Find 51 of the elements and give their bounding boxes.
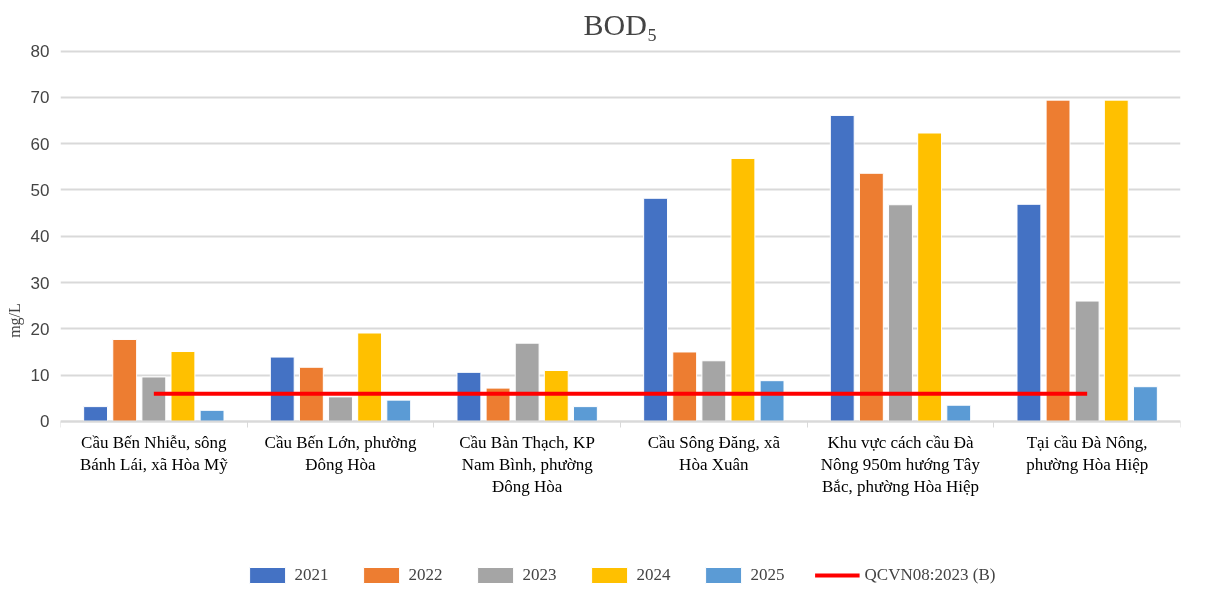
legend-label: QCVN08:2023 (B): [864, 565, 996, 585]
bar: [141, 376, 167, 422]
bar: [386, 399, 412, 422]
bar: [1016, 203, 1042, 422]
bar: [269, 356, 295, 422]
x-tick-label: Cầu Bến Lớn, phường Đông Hòa: [264, 433, 417, 475]
bar: [888, 204, 913, 422]
bar: [83, 406, 109, 422]
y-tick-label: 70: [30, 88, 50, 108]
bar: [572, 406, 598, 422]
bar: [514, 342, 540, 422]
bar: [112, 338, 138, 422]
y-tick-label: 30: [30, 273, 50, 293]
bar: [1045, 99, 1071, 422]
legend-label: 2024: [636, 565, 671, 585]
x-tick-label: Cầu Bến Nhiễu, sông Bánh Lái, xã Hòa Mỹ: [79, 433, 229, 475]
bar: [1103, 99, 1129, 422]
bar: [1132, 386, 1158, 422]
x-tick-label: Cầu Bàn Thạch, KP Nam Bình, phường Đông Hòa: [459, 433, 595, 497]
bar: [672, 351, 698, 422]
bar: [199, 409, 225, 422]
legend-label: 2022: [408, 565, 443, 585]
y-tick-label: 50: [30, 180, 50, 200]
y-tick-label: 80: [30, 42, 50, 62]
bar: [1074, 300, 1100, 422]
x-tick-label: Khu vực cách cầu Đà Nông 950m hướng Tây Bắc, phường Hòa Hiệp: [820, 433, 981, 497]
bar: [357, 332, 383, 422]
legend-label: 2021: [294, 565, 329, 585]
y-axis-title: mg/L: [5, 303, 24, 338]
bar: [643, 197, 669, 422]
x-tick-label: Cầu Sông Đăng, xã Hòa Xuân: [647, 433, 781, 475]
bar: [730, 157, 756, 422]
y-tick-label: 10: [30, 366, 50, 386]
y-tick-label: 20: [30, 319, 50, 339]
y-tick-label: 0: [40, 412, 50, 432]
legend-label: 2023: [522, 565, 557, 585]
bar: [298, 366, 324, 422]
bar: [170, 351, 196, 422]
x-tick-label: Tại cầu Đà Nông, phường Hòa Hiệp: [1026, 433, 1149, 475]
bar: [858, 172, 884, 422]
bar: [456, 371, 482, 422]
y-tick-label: 40: [30, 227, 50, 247]
bar: [328, 396, 353, 422]
bar: [829, 114, 855, 422]
bar: [543, 370, 569, 422]
y-tick-label: 60: [30, 134, 50, 154]
bar: [946, 404, 972, 422]
chart-title: BOD₅: [583, 7, 658, 41]
bar: [701, 360, 727, 422]
bar: [917, 132, 943, 422]
legend-label: 2025: [750, 565, 785, 585]
